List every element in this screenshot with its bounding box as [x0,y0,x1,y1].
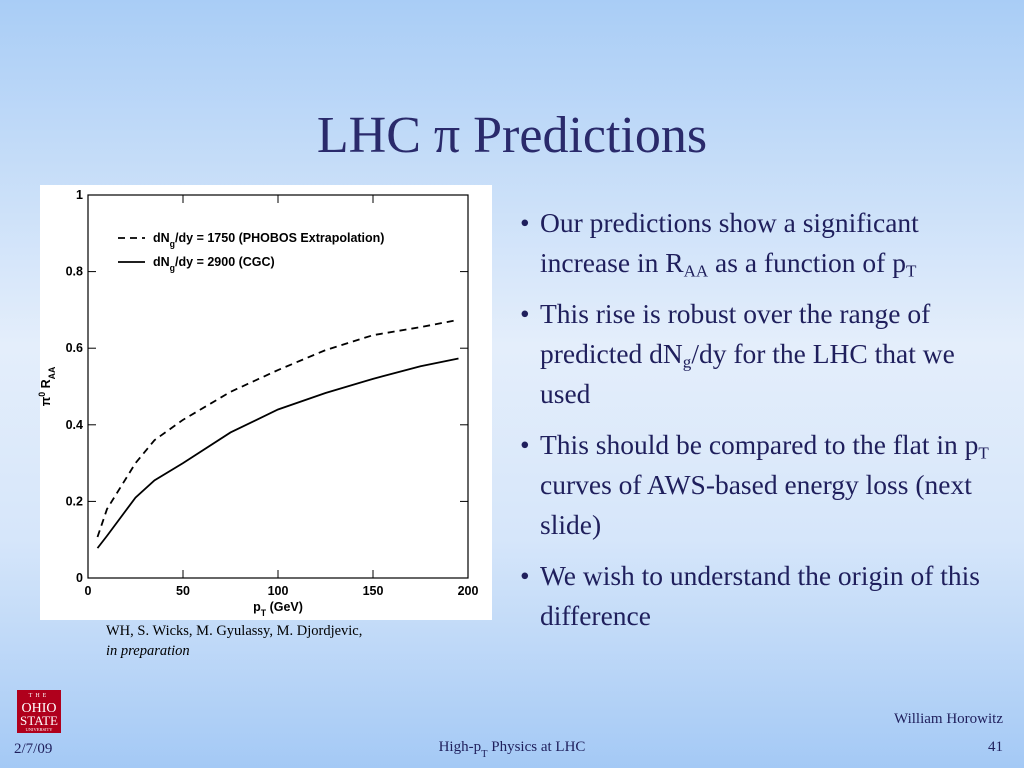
x-tick-label: 100 [268,584,289,598]
text-run: Physics at LHC [488,739,586,755]
citation-status: in preparation [106,643,190,659]
text-run: This rise is robust over the range of pr… [540,298,931,369]
x-tick-label: 200 [458,584,479,598]
data-line [96,357,459,549]
text-run: curves of AWS-based energy loss (next sl… [540,469,972,540]
y-tick-label: 0.6 [66,341,83,355]
x-tick-label: 150 [363,584,384,598]
text-run: p [253,600,261,614]
x-axis-label: pT (GeV) [253,600,303,618]
footer-page: 41 [988,739,1003,755]
y-tick-label: 1 [76,188,83,202]
subscript: AA [683,261,709,281]
legend-label: dNg/dy = 2900 (CGC) [153,255,275,273]
text-run: /dy = 1750 (PHOBOS Extrapolation) [175,231,384,245]
y-tick-label: 0.2 [66,494,83,508]
chart-panel [40,185,492,620]
text-run: /dy for the LHC that we used [540,338,955,409]
y-tick-label: 0.8 [66,265,83,279]
text-run: as a function of p [708,247,906,278]
text-run: dN [153,231,170,245]
subscript: AA [47,366,57,379]
text-run: (GeV) [266,600,303,614]
text-run: R [39,379,53,392]
footer-author: William Horowitz [894,711,1003,727]
subscript: g [170,263,175,273]
bullet-item: This rise is robust over the range of pr… [520,294,1012,414]
logo-text: UNIVERSITY [26,727,54,732]
bullet-item: We wish to understand the origin of this… [520,556,1012,636]
logo-text: OHIO [22,701,57,716]
data-line [96,318,459,538]
footer-date: 2/7/09 [14,741,52,757]
text-run: /dy = 2900 (CGC) [175,255,275,269]
footer-talk: High-pT Physics at LHC [439,739,586,760]
text-run: dN [153,255,170,269]
citation-authors: WH, S. Wicks, M. Gyulassy, M. Djordjevic… [106,623,362,639]
subscript: T [905,261,917,281]
text-run: Our predictions show a significant incre… [540,207,919,278]
text-run: π [39,396,53,406]
legend-label: dNg/dy = 1750 (PHOBOS Extrapolation) [153,231,384,249]
subscript: T [261,608,267,618]
y-tick-label: 0.4 [66,418,83,432]
subscript: g [682,352,692,372]
x-tick-label: 50 [176,584,190,598]
logo-box [17,690,61,733]
subscript: T [978,443,989,463]
bullet-item: Our predictions show a significant incre… [520,203,1012,283]
y-tick-label: 0 [76,571,83,585]
logo-text: STATE [20,713,58,728]
subscript: T [481,749,488,760]
y-axis-label: π0 RAA [37,366,57,406]
text-run: This should be compared to the flat in p [540,429,979,460]
text-run: High-p [439,739,482,755]
slide-title: LHC π Predictions [317,107,707,164]
subscript: g [170,239,175,249]
x-tick-label: 0 [85,584,92,598]
text-run: We wish to understand the origin of this… [540,560,981,631]
bullet-item: This should be compared to the flat in p… [520,425,1012,545]
logo-text: THE [29,693,50,699]
bullet-list: Our predictions show a significant incre… [512,203,1012,647]
superscript: 0 [37,392,47,397]
